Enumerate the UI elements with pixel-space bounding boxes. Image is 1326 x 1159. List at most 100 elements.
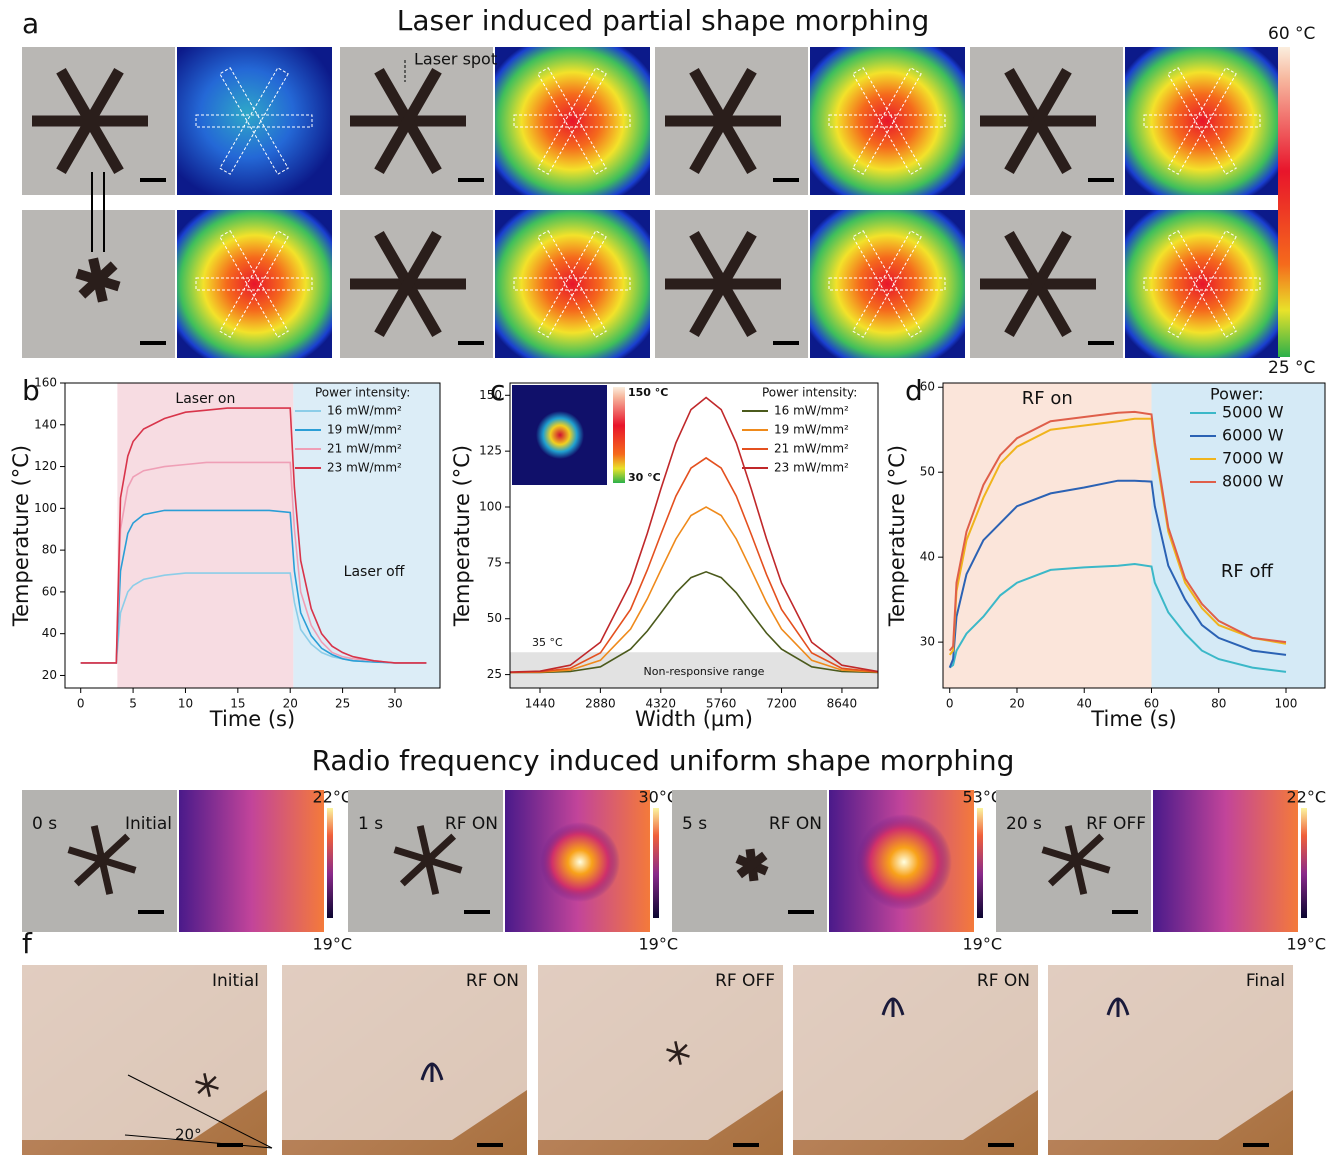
legend-title: Power intensity: — [315, 386, 410, 400]
time-label: 1 s — [358, 814, 383, 834]
state-label: RF ON — [466, 971, 519, 991]
x-tick-label: 80 — [1211, 697, 1226, 711]
region-label: RF off — [1221, 561, 1274, 582]
colorbar — [653, 808, 659, 918]
legend-title: Power: — [1210, 385, 1263, 404]
x-tick-label: 7200 — [766, 697, 797, 711]
hot-spot — [540, 822, 620, 902]
state-label: RF ON — [445, 814, 498, 834]
legend-label: 7000 W — [1222, 449, 1284, 468]
y-tick-label: 40 — [920, 550, 935, 564]
x-tick-label: 25 — [335, 697, 350, 711]
thermal-image — [1125, 210, 1280, 358]
x-axis-label: Time (s) — [1090, 707, 1176, 731]
x-tick-label: 100 — [1275, 697, 1298, 711]
state-label: RF ON — [977, 971, 1030, 991]
y-tick-label: 80 — [42, 543, 57, 557]
panel-title: Laser induced partial shape morphing — [397, 4, 930, 37]
colorbar-label: 25 °C — [1268, 358, 1315, 378]
legend-label: 8000 W — [1222, 472, 1284, 491]
colorbar-label: 19°C — [638, 935, 678, 954]
colorbar-label: 30 °C — [628, 471, 661, 484]
state-label: RF ON — [769, 814, 822, 834]
y-tick-label: 50 — [920, 465, 935, 479]
legend-title: Power intensity: — [762, 386, 857, 400]
colorbar — [327, 808, 333, 918]
region-label: Laser off — [344, 564, 405, 580]
y-tick-label: 60 — [920, 380, 935, 394]
colorbar-label: 19°C — [962, 935, 1002, 954]
y-axis-label: Temperature (°C) — [9, 445, 33, 627]
y-tick-label: 140 — [34, 417, 57, 431]
time-label: 20 s — [1006, 814, 1042, 834]
thermal-image — [1125, 47, 1280, 195]
series-line — [510, 507, 878, 672]
thermal-image — [177, 47, 332, 195]
y-tick-label: 50 — [487, 611, 502, 625]
inset-spot — [536, 411, 584, 459]
x-tick-label: 2880 — [585, 697, 616, 711]
x-tick-label: 10 — [178, 697, 193, 711]
colorbar — [977, 808, 983, 918]
ramp — [22, 965, 267, 1140]
y-tick-label: 160 — [34, 376, 57, 390]
state-label: RF OFF — [715, 971, 775, 991]
y-tick-label: 100 — [479, 500, 502, 514]
legend-label: 21 mW/mm² — [774, 442, 849, 456]
threshold-label: 35 °C — [532, 636, 563, 649]
legend-label: 5000 W — [1222, 403, 1284, 422]
legend-label: 16 mW/mm² — [774, 404, 849, 418]
legend-label: 19 mW/mm² — [774, 423, 849, 437]
colorbar-label: 19°C — [312, 935, 352, 954]
colorbar-label: 60 °C — [1268, 24, 1315, 44]
x-tick-label: 0 — [946, 697, 954, 711]
thermal-image — [810, 47, 965, 195]
y-tick-label: 75 — [487, 555, 502, 569]
region-label: RF on — [1022, 388, 1073, 409]
legend-label: 6000 W — [1222, 426, 1284, 445]
y-tick-label: 100 — [34, 501, 57, 515]
state-label: Initial — [212, 971, 259, 991]
thermal-image — [177, 210, 332, 358]
legend-label: 23 mW/mm² — [774, 461, 849, 475]
region-label: Laser on — [175, 391, 235, 407]
thermal-image — [1153, 790, 1298, 932]
series-line — [510, 458, 878, 673]
panel-label: a — [22, 7, 39, 40]
panel-title: Radio frequency induced uniform shape mo… — [312, 744, 1015, 777]
colorbar-label: 22°C — [312, 788, 352, 807]
band-label: Non-responsive range — [644, 665, 765, 678]
colorbar — [1301, 808, 1307, 918]
thermal-image — [810, 210, 965, 358]
thermal-image — [495, 210, 650, 358]
hot-spot — [856, 814, 952, 910]
x-tick-label: 40 — [1077, 697, 1092, 711]
thermal-image — [179, 790, 324, 932]
time-label: 5 s — [682, 814, 707, 834]
ramp — [793, 965, 1038, 1140]
x-tick-label: 5 — [129, 697, 137, 711]
y-tick-label: 30 — [920, 635, 935, 649]
angle-label: 20° — [175, 1126, 202, 1144]
ramp — [282, 965, 527, 1140]
x-tick-label: 1440 — [525, 697, 556, 711]
legend-label: 16 mW/mm² — [327, 404, 402, 418]
y-tick-label: 20 — [42, 668, 57, 682]
y-axis-label: Temperature (°C) — [885, 445, 909, 627]
annotation: Laser spot — [414, 50, 497, 69]
figure: Laser induced partial shape morphing Rad… — [0, 0, 1326, 1159]
y-tick-label: 25 — [487, 667, 502, 681]
x-axis-label: Time (s) — [209, 707, 295, 731]
x-tick-label: 20 — [1009, 697, 1024, 711]
colorbar-label: 19°C — [1286, 935, 1326, 954]
colorbar-label: 150 °C — [628, 386, 668, 399]
legend-label: 23 mW/mm² — [327, 461, 402, 475]
legend-label: 19 mW/mm² — [327, 423, 402, 437]
y-tick-label: 120 — [34, 459, 57, 473]
y-tick-label: 60 — [42, 584, 57, 598]
thermal-image — [495, 47, 650, 195]
ramp — [1048, 965, 1293, 1140]
x-tick-label: 30 — [387, 697, 402, 711]
time-label: 0 s — [32, 814, 57, 834]
ramp — [538, 965, 783, 1140]
